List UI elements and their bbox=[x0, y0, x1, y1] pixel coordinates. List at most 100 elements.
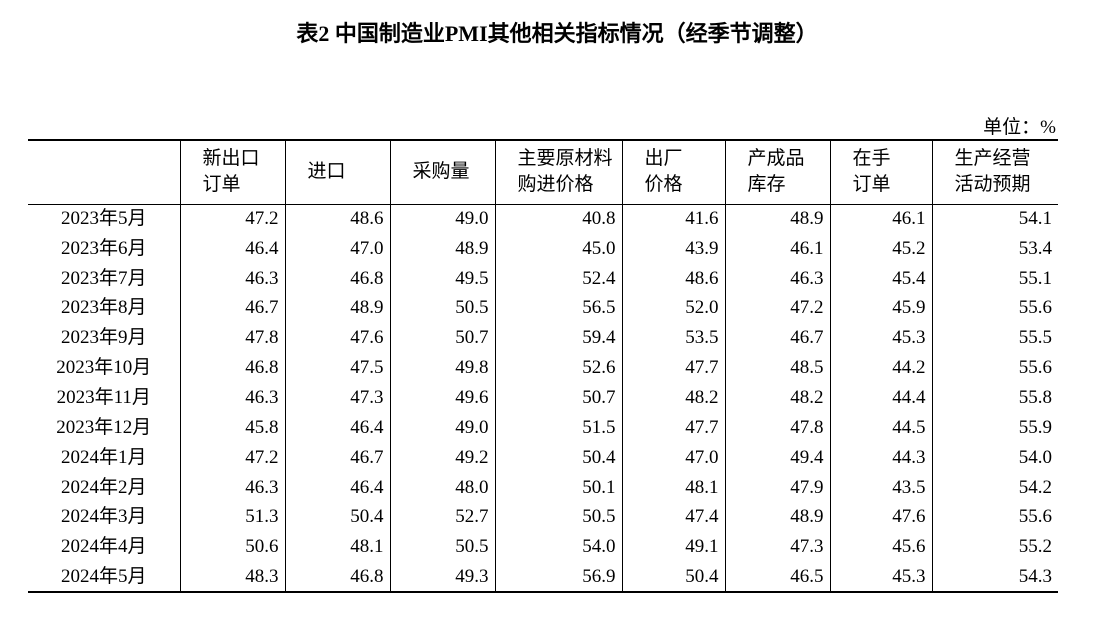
month-cell: 2023年7月 bbox=[60, 267, 147, 289]
value-cell: 47.7 bbox=[621, 353, 725, 384]
value-cell: 49.0 bbox=[389, 204, 495, 234]
value-cell: 46.8 bbox=[284, 263, 390, 294]
value-cell: 45.4 bbox=[829, 263, 932, 294]
value-cell: 48.9 bbox=[724, 204, 830, 234]
table-row: 2023年5月 47.2 48.6 49.0 40.8 41.6 48.9 46.1 54.1 bbox=[28, 204, 1058, 234]
value-cell: 44.3 bbox=[829, 442, 932, 473]
value-cell: 47.8 bbox=[179, 323, 285, 354]
value-cell: 46.4 bbox=[284, 472, 390, 503]
value-cell: 47.6 bbox=[829, 502, 932, 533]
value-cell: 43.9 bbox=[621, 233, 725, 264]
month-cell: 2023年10月 bbox=[56, 357, 152, 379]
value-cell: 54.0 bbox=[494, 532, 622, 563]
value-cell: 50.7 bbox=[494, 383, 622, 413]
value-cell: 50.4 bbox=[621, 562, 725, 593]
month-cell: 2023年5月 bbox=[60, 208, 147, 230]
value-cell: 50.5 bbox=[389, 293, 495, 324]
value-cell: 46.1 bbox=[829, 204, 932, 234]
value-cell: 41.6 bbox=[621, 204, 725, 234]
header-cell: 进口 bbox=[284, 139, 390, 205]
value-cell: 55.2 bbox=[931, 532, 1058, 563]
value-cell: 49.4 bbox=[724, 442, 830, 473]
value-cell: 50.5 bbox=[389, 532, 495, 563]
value-cell: 48.0 bbox=[389, 472, 495, 503]
header-cell: 在手 订单 bbox=[829, 139, 932, 205]
value-cell: 48.1 bbox=[284, 532, 390, 563]
value-cell: 48.6 bbox=[621, 263, 725, 294]
value-cell: 46.3 bbox=[179, 263, 285, 294]
value-cell: 49.2 bbox=[389, 442, 495, 473]
month-cell: 2024年1月 bbox=[60, 446, 147, 468]
value-cell: 47.5 bbox=[284, 353, 390, 384]
value-cell: 55.5 bbox=[931, 323, 1058, 354]
header-text: 活动预期 bbox=[954, 174, 1031, 196]
table-row: 2024年2月 46.3 46.4 48.0 50.1 48.1 47.9 43.5 54.2 bbox=[28, 472, 1058, 503]
header-text: 订单 bbox=[852, 174, 891, 196]
table-row: 2024年1月 47.2 46.7 49.2 50.4 47.0 49.4 44.3 54.0 bbox=[28, 442, 1058, 473]
value-cell: 47.2 bbox=[179, 442, 285, 473]
value-cell: 53.4 bbox=[931, 233, 1058, 264]
value-cell: 53.5 bbox=[621, 323, 725, 354]
value-cell: 48.5 bbox=[724, 353, 830, 384]
value-cell: 48.2 bbox=[724, 383, 830, 413]
header-cell bbox=[28, 139, 180, 205]
value-cell: 46.4 bbox=[179, 233, 285, 264]
value-cell: 46.7 bbox=[179, 293, 285, 324]
value-cell: 47.4 bbox=[621, 502, 725, 533]
value-cell: 48.3 bbox=[179, 562, 285, 593]
value-cell: 48.9 bbox=[724, 502, 830, 533]
value-cell: 45.2 bbox=[829, 233, 932, 264]
header-text: 采购量 bbox=[412, 161, 470, 183]
value-cell: 45.9 bbox=[829, 293, 932, 324]
table-row: 2023年7月 46.3 46.8 49.5 52.4 48.6 46.3 45.4 55.1 bbox=[28, 263, 1058, 294]
table-row: 2023年12月 45.8 46.4 49.0 51.5 47.7 47.8 44.5 55.9 bbox=[28, 412, 1058, 443]
value-cell: 48.1 bbox=[621, 472, 725, 503]
value-cell: 54.3 bbox=[931, 562, 1058, 593]
value-cell: 47.3 bbox=[284, 383, 390, 413]
value-cell: 55.6 bbox=[931, 502, 1058, 533]
value-cell: 47.2 bbox=[724, 293, 830, 324]
table-row: 2023年9月 47.8 47.6 50.7 59.4 53.5 46.7 45.3 55.5 bbox=[28, 323, 1058, 354]
value-cell: 55.6 bbox=[931, 353, 1058, 384]
header-text: 出厂 bbox=[644, 148, 683, 170]
header-text: 价格 bbox=[644, 174, 683, 196]
value-cell: 52.7 bbox=[389, 502, 495, 533]
table-header: 新出口 订单 进口 采购量 主要原材料 购进价格 出厂 价格 产成品 库存 在手 订单 生产经营 活动预期 bbox=[28, 139, 1058, 205]
value-cell: 49.0 bbox=[389, 412, 495, 443]
value-cell: 54.0 bbox=[931, 442, 1058, 473]
value-cell: 55.6 bbox=[931, 293, 1058, 324]
header-text: 库存 bbox=[747, 174, 786, 196]
value-cell: 44.4 bbox=[829, 383, 932, 413]
value-cell: 46.7 bbox=[284, 442, 390, 473]
value-cell: 50.4 bbox=[494, 442, 622, 473]
value-cell: 56.9 bbox=[494, 562, 622, 593]
header-cell: 采购量 bbox=[389, 139, 495, 205]
value-cell: 52.0 bbox=[621, 293, 725, 324]
value-cell: 49.1 bbox=[621, 532, 725, 563]
table-row: 2024年5月 48.3 46.8 49.3 56.9 50.4 46.5 45.3 54.3 bbox=[28, 562, 1058, 593]
month-cell: 2024年3月 bbox=[60, 506, 147, 528]
table-title: 表2 中国制造业PMI其他相关指标情况（经季节调整） bbox=[296, 21, 818, 46]
unit-label: 单位：% bbox=[983, 117, 1056, 138]
value-cell: 52.6 bbox=[494, 353, 622, 384]
value-cell: 49.6 bbox=[389, 383, 495, 413]
table-row: 2024年3月 51.3 50.4 52.7 50.5 47.4 48.9 47.6 55.6 bbox=[28, 502, 1058, 533]
month-cell: 2023年6月 bbox=[60, 237, 147, 259]
value-cell: 51.3 bbox=[179, 502, 285, 533]
value-cell: 45.0 bbox=[494, 233, 622, 264]
value-cell: 59.4 bbox=[494, 323, 622, 354]
value-cell: 49.8 bbox=[389, 353, 495, 384]
value-cell: 56.5 bbox=[494, 293, 622, 324]
value-cell: 51.5 bbox=[494, 412, 622, 443]
value-cell: 46.3 bbox=[179, 472, 285, 503]
value-cell: 48.2 bbox=[621, 383, 725, 413]
header-cell: 出厂 价格 bbox=[621, 139, 725, 205]
data-table: 新出口 订单 进口 采购量 主要原材料 购进价格 出厂 价格 产成品 库存 在手 订单 生产经营 活动预期… bbox=[28, 139, 1058, 593]
value-cell: 50.1 bbox=[494, 472, 622, 503]
month-cell: 2023年11月 bbox=[56, 386, 151, 408]
value-cell: 50.6 bbox=[179, 532, 285, 563]
value-cell: 45.3 bbox=[829, 323, 932, 354]
value-cell: 47.2 bbox=[179, 204, 285, 234]
value-cell: 47.9 bbox=[724, 472, 830, 503]
